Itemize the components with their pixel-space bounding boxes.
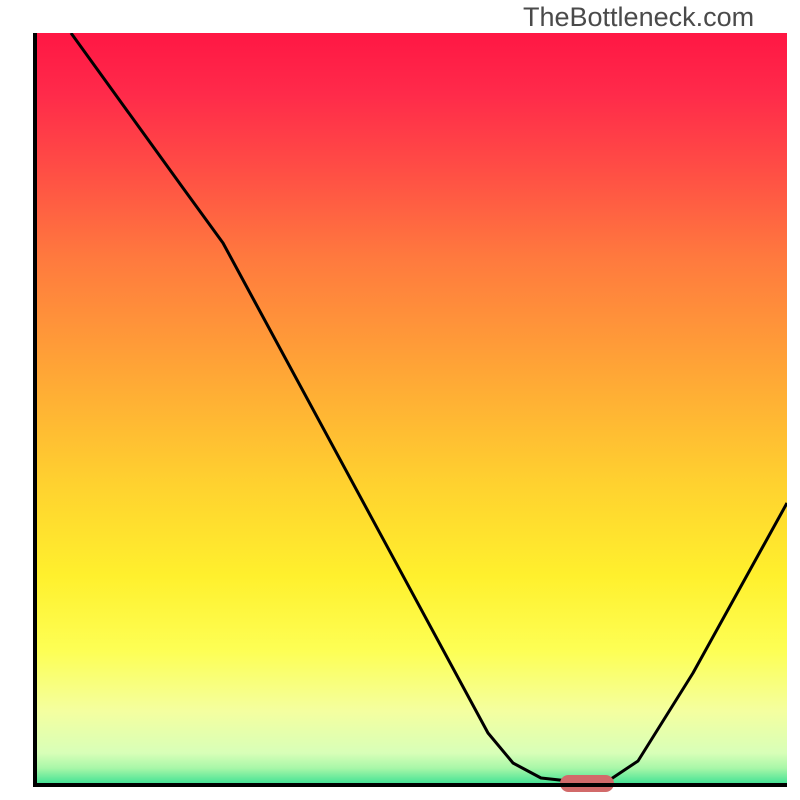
chart-container: TheBottleneck.com bbox=[0, 0, 800, 800]
bottleneck-curve bbox=[33, 33, 787, 787]
y-axis bbox=[33, 33, 37, 787]
watermark: TheBottleneck.com bbox=[523, 2, 754, 33]
plot-area bbox=[33, 33, 787, 787]
x-axis bbox=[33, 783, 787, 787]
